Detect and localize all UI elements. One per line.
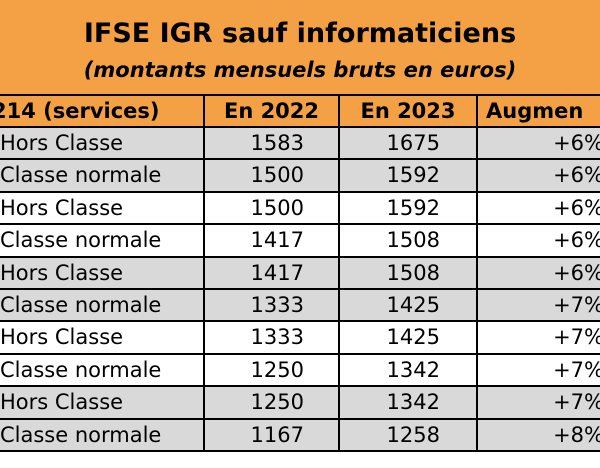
title: IFSE IGR sauf informaticiens (83, 18, 517, 49)
table-cell: 1167 (205, 419, 340, 452)
table-cell: 1333 (205, 322, 340, 355)
column-header: 214 (services) (0, 96, 205, 128)
table-cell: Hors Classe (0, 257, 205, 290)
table-cell: 1583 (205, 128, 340, 161)
table-cell: 1425 (340, 290, 478, 323)
column-header: Augmen (478, 96, 600, 128)
table-cell: 1250 (205, 387, 340, 420)
table-cell: 1342 (340, 387, 478, 420)
table-cell: 1500 (205, 192, 340, 226)
table-cell: Hors Classe (0, 322, 205, 355)
table-cell: +6% (478, 128, 600, 161)
table-cell: Hors Classe (0, 192, 205, 226)
column-header: En 2022 (205, 96, 340, 128)
table-cell: 1592 (340, 192, 478, 226)
table-cell: 1417 (205, 225, 340, 258)
table-cell: Classe normale (0, 290, 205, 323)
table-cell: 1592 (340, 160, 478, 193)
title-banner: IFSE IGR sauf informaticiens (montants m… (0, 0, 600, 96)
column-header: En 2023 (340, 96, 478, 128)
table-cell: +8% (478, 419, 600, 452)
table-cell: 1675 (340, 128, 478, 161)
table-cell: +6% (478, 225, 600, 258)
table-cell: +7% (478, 354, 600, 388)
table-cell: 1258 (340, 419, 478, 452)
table-cell: 1425 (340, 322, 478, 355)
table-cell: 1342 (340, 354, 478, 388)
table-cell: 1250 (205, 354, 340, 388)
table-cell: 1417 (205, 257, 340, 290)
table-cell: Classe normale (0, 354, 205, 388)
table-cell: Classe normale (0, 419, 205, 452)
table-cell: Hors Classe (0, 128, 205, 161)
table-cell: +6% (478, 160, 600, 193)
table-cell: 1500 (205, 160, 340, 193)
table-cell: Classe normale (0, 160, 205, 193)
table-cell: +7% (478, 322, 600, 355)
table-cell: +6% (478, 257, 600, 290)
subtitle: (montants mensuels bruts en euros) (83, 58, 517, 82)
table-cell: +7% (478, 290, 600, 323)
table-cell: Hors Classe (0, 387, 205, 420)
table-cell: 1508 (340, 257, 478, 290)
table-cell: 1333 (205, 290, 340, 323)
table-cell: +6% (478, 192, 600, 226)
table-cell: +7% (478, 387, 600, 420)
table-cell: 1508 (340, 225, 478, 258)
table-cell: Classe normale (0, 225, 205, 258)
